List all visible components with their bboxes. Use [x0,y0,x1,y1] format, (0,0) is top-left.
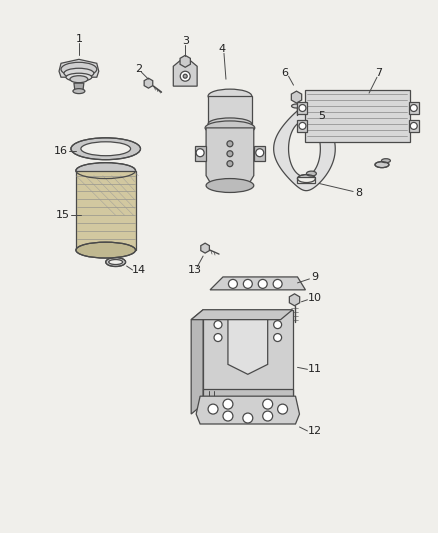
Ellipse shape [208,89,252,103]
Bar [297,120,307,132]
Bar [409,120,419,132]
Circle shape [214,334,222,342]
Polygon shape [208,96,252,124]
Polygon shape [191,310,203,414]
Text: 4: 4 [219,44,226,54]
Ellipse shape [375,161,389,168]
Polygon shape [173,56,197,86]
Text: 10: 10 [307,293,321,303]
Polygon shape [206,128,254,185]
Polygon shape [76,171,135,250]
Polygon shape [274,107,335,191]
Circle shape [263,399,273,409]
Circle shape [278,404,288,414]
Bar [203,389,293,404]
Polygon shape [59,59,99,77]
Circle shape [299,123,306,130]
Text: 16: 16 [54,146,68,156]
Polygon shape [74,83,84,91]
Polygon shape [290,294,300,306]
Circle shape [256,149,264,157]
Text: 12: 12 [307,426,321,436]
Circle shape [410,104,417,111]
Circle shape [180,71,190,81]
Polygon shape [291,91,302,103]
Bar [409,102,419,114]
Text: 2: 2 [135,64,142,74]
Ellipse shape [205,121,255,135]
Text: 13: 13 [188,265,202,275]
Text: 3: 3 [182,36,189,46]
Circle shape [410,123,417,130]
Ellipse shape [76,242,135,258]
Polygon shape [228,320,268,374]
Polygon shape [289,121,320,176]
Ellipse shape [292,104,301,108]
Polygon shape [180,55,191,67]
Polygon shape [254,146,265,160]
Circle shape [243,413,253,423]
Text: 5: 5 [318,111,325,121]
Bar [297,102,307,114]
Text: 11: 11 [307,365,321,374]
Circle shape [229,279,237,288]
Circle shape [244,279,252,288]
Circle shape [263,411,273,421]
Bar [305,90,410,142]
Polygon shape [191,310,293,320]
Ellipse shape [109,260,123,264]
Circle shape [214,321,222,329]
Ellipse shape [66,73,92,81]
Text: 9: 9 [311,272,318,282]
Polygon shape [201,243,209,253]
Ellipse shape [73,88,85,94]
Text: 6: 6 [281,68,288,78]
Polygon shape [144,78,153,88]
Polygon shape [196,396,300,424]
Circle shape [227,151,233,157]
Ellipse shape [381,159,390,163]
Circle shape [227,141,233,147]
Ellipse shape [307,171,316,176]
Ellipse shape [81,142,131,156]
Circle shape [274,334,282,342]
Circle shape [183,74,187,78]
Text: 15: 15 [56,211,70,220]
Circle shape [273,279,282,288]
Polygon shape [195,146,206,160]
Circle shape [223,411,233,421]
Ellipse shape [70,76,88,83]
Ellipse shape [211,98,249,108]
Text: 7: 7 [375,68,382,78]
Circle shape [227,160,233,167]
Polygon shape [210,277,305,290]
Ellipse shape [208,118,252,130]
Ellipse shape [71,138,141,160]
Polygon shape [297,176,315,182]
Circle shape [299,104,306,111]
Ellipse shape [206,179,254,192]
Ellipse shape [76,163,135,179]
Text: 1: 1 [75,35,82,44]
Circle shape [208,404,218,414]
Circle shape [258,279,267,288]
Ellipse shape [64,68,94,78]
Ellipse shape [106,257,126,266]
Ellipse shape [297,175,315,182]
Text: 14: 14 [131,265,145,275]
Text: 8: 8 [356,189,363,198]
Circle shape [223,399,233,409]
Ellipse shape [61,62,97,76]
Circle shape [196,149,204,157]
Bar [203,310,293,404]
Circle shape [274,321,282,329]
